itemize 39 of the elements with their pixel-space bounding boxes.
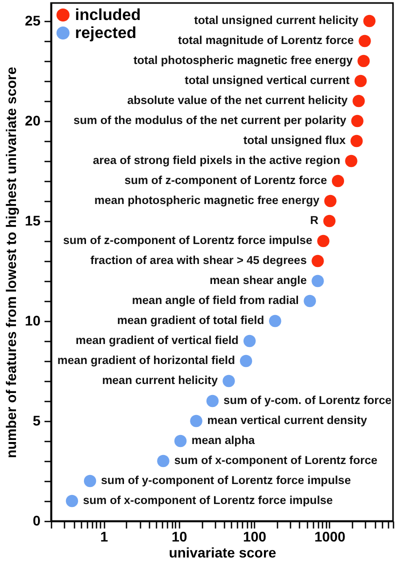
annotation: mean gradient of horizontal field: [57, 355, 236, 367]
x-axis-title: univariate score: [168, 544, 276, 560]
annotation: total magnitude of Lorentz force: [178, 35, 354, 47]
annotation: sum of x-component of Lorentz force impulse: [82, 495, 333, 507]
annotation: area of strong field pixels in the active region: [92, 155, 340, 167]
annotation: mean vertical current density: [207, 415, 368, 427]
y-tick-label: 15: [24, 212, 41, 228]
annotation: total unsigned current helicity: [194, 15, 359, 27]
y-tick-label: 10: [24, 312, 41, 328]
annotation: mean alpha: [191, 435, 256, 447]
annotation: total photospheric magnetic free energy: [133, 55, 354, 67]
annotation: total unsigned flux: [243, 135, 346, 147]
x-tick-label: 1000: [314, 528, 346, 544]
y-tick-label: 0: [32, 512, 41, 528]
annotation: mean gradient of total field: [117, 315, 264, 327]
y-tick-label: 25: [24, 12, 41, 28]
annotation: mean current helicity: [102, 375, 218, 387]
y-tick-label: 5: [32, 412, 41, 428]
x-tick-label: 100: [242, 528, 267, 544]
y-tick-label: 20: [24, 112, 41, 128]
annotation: sum of y-com. of Lorentz force: [224, 395, 392, 407]
annotation: mean photospheric magnetic free energy: [94, 195, 320, 207]
annotation: sum of the modulus of the net current per polarity: [73, 115, 347, 127]
annotation: absolute value of the net current helicity: [127, 95, 348, 107]
annotation: sum of y-component of Lorentz force impulse: [101, 475, 351, 487]
annotation: R: [310, 215, 320, 227]
annotation: sum of x-component of Lorentz force: [174, 455, 378, 467]
y-axis-title: number of features from lowest to highest univariate score: [2, 66, 19, 458]
annotation: fraction of area with shear > 45 degrees: [90, 255, 307, 267]
legend-label: included: [75, 7, 141, 24]
x-tick-label: 1: [100, 528, 108, 544]
legend-label: rejected: [75, 25, 136, 42]
annotation: sum of z-component of Lorentz force impulse: [63, 235, 312, 247]
annotation: mean shear angle: [210, 275, 307, 287]
annotation: total unsigned vertical current: [184, 75, 350, 87]
annotation: mean gradient of vertical field: [76, 335, 239, 347]
annotation: sum of z-component of Lorentz force: [124, 175, 327, 187]
x-tick-label: 10: [172, 528, 188, 544]
annotation: mean angle of field from radial: [132, 295, 299, 307]
